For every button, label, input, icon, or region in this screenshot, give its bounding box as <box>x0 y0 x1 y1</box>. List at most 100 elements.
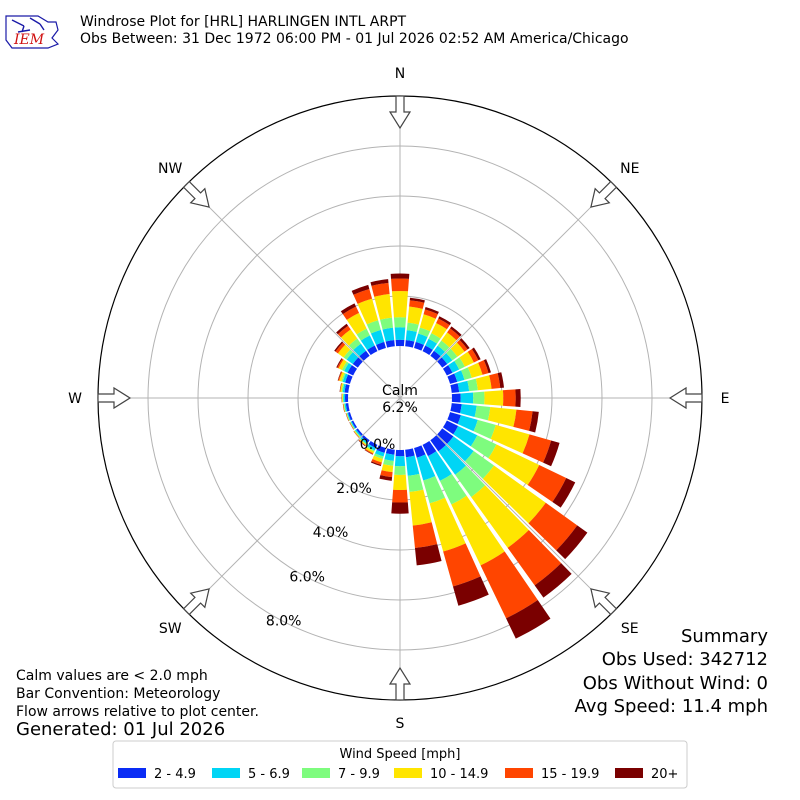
summary-obs-used: Obs Used: 342712 <box>602 649 768 670</box>
bar-segment-70-bin4 <box>467 362 483 378</box>
bar-segment-150-bin4 <box>451 495 505 566</box>
bar-segment-340-bin3 <box>366 320 381 334</box>
bar-segment-340-bin1 <box>376 341 386 351</box>
bar-segment-60-bin1 <box>442 365 453 376</box>
bar-segment-120-bin6 <box>552 478 576 508</box>
bar-segment-0-bin5 <box>391 278 409 292</box>
grid-spoke <box>186 397 401 612</box>
direction-label-nw: NW <box>158 161 182 177</box>
bar-segment-270-bin3 <box>342 393 344 403</box>
legend-title: Wind Speed [mph] <box>340 747 461 762</box>
iem-logo: IEM <box>5 15 60 49</box>
bar-segment-350-bin4 <box>374 294 392 320</box>
wind-bars <box>334 273 588 639</box>
flow-arrow-315 <box>182 180 210 208</box>
bar-segment-220-bin2 <box>360 437 369 444</box>
bar-segment-10-bin3 <box>406 322 419 332</box>
bar-segment-40-bin5 <box>447 328 460 341</box>
bar-segment-130-bin5 <box>528 502 578 551</box>
direction-label-sw: SW <box>159 621 182 637</box>
bar-segment-170-bin4 <box>409 489 432 526</box>
bar-segment-60-bin4 <box>459 351 474 367</box>
bar-segment-10-bin6 <box>409 297 425 303</box>
bar-segment-260-bin5 <box>343 403 345 413</box>
bar-segment-140-bin4 <box>471 485 529 548</box>
bar-segment-20-bin2 <box>415 333 428 345</box>
bar-segment-330-bin2 <box>360 335 375 350</box>
bar-segment-180-bin2 <box>394 456 406 467</box>
calm-value: 6.2% <box>382 400 418 416</box>
bar-segment-120-bin2 <box>453 425 478 447</box>
bar-segment-120-bin5 <box>527 465 567 502</box>
bar-segment-330-bin3 <box>356 328 370 341</box>
grid-spoke <box>186 184 401 399</box>
bar-segment-310-bin5 <box>335 342 346 354</box>
bar-segment-60-bin2 <box>448 360 460 373</box>
bar-segment-60-bin3 <box>454 357 465 370</box>
calm-label: Calm <box>382 383 418 399</box>
radial-tick-label: 0.0% <box>360 437 396 453</box>
bar-segment-160-bin4 <box>429 497 466 552</box>
bar-segment-0-bin1 <box>395 339 405 347</box>
bar-segment-140-bin2 <box>438 445 466 475</box>
bar-segment-200-bin3 <box>373 453 384 459</box>
bar-segment-250-bin3 <box>346 412 350 421</box>
bar-segment-20-bin5 <box>423 309 438 319</box>
bar-segment-200-bin6 <box>370 461 382 467</box>
bar-segment-290-bin3 <box>341 372 346 382</box>
bar-segment-200-bin1 <box>376 445 386 453</box>
bar-segment-190-bin4 <box>381 464 394 473</box>
summary-title: Summary <box>681 626 768 647</box>
bar-segment-280-bin5 <box>339 383 342 393</box>
legend-label-2: 5 - 6.9 <box>248 767 290 782</box>
legend-label-5: 15 - 19.9 <box>541 767 599 782</box>
bar-segment-150-bin5 <box>480 551 538 619</box>
bar-segment-330-bin4 <box>346 312 367 335</box>
bar-segment-40-bin4 <box>441 332 457 348</box>
bar-segment-150-bin2 <box>427 451 452 481</box>
radial-tick-label: 2.0% <box>336 481 372 497</box>
bar-segment-50-bin6 <box>459 338 470 350</box>
bar-segment-10-bin2 <box>405 330 417 342</box>
bar-segment-240-bin2 <box>350 421 356 429</box>
bar-segment-30-bin2 <box>425 338 438 350</box>
bar-segment-350-bin6 <box>370 279 389 286</box>
bar-segment-0-bin6 <box>390 273 410 279</box>
bar-segment-230-bin2 <box>355 429 362 437</box>
bar-segment-140-bin6 <box>534 563 572 598</box>
bar-segment-240-bin5 <box>349 422 354 430</box>
bar-segment-210-bin5 <box>364 448 374 455</box>
bar-segment-170-bin1 <box>405 448 415 458</box>
bar-segment-30-bin5 <box>436 318 450 330</box>
bar-segment-350-bin5 <box>371 282 390 297</box>
bar-segment-120-bin1 <box>442 420 459 435</box>
chart-title: Windrose Plot for [HRL] HARLINGEN INTL A… <box>80 14 407 30</box>
bar-segment-300-bin2 <box>344 363 352 373</box>
bar-segment-310-bin1 <box>352 357 363 368</box>
bar-segment-10-bin5 <box>409 300 425 309</box>
bar-segment-20-bin4 <box>419 314 436 332</box>
bar-segment-110-bin2 <box>457 415 478 432</box>
bar-segment-170-bin5 <box>412 522 438 548</box>
grid-spoke <box>399 184 614 399</box>
bar-segment-260-bin6 <box>342 403 345 413</box>
bar-segment-130-bin2 <box>447 436 474 462</box>
bar-segment-190-bin3 <box>383 459 394 466</box>
bar-segment-270-bin2 <box>343 393 346 403</box>
bar-segment-90-bin5 <box>502 389 516 407</box>
bar-segment-350-bin1 <box>385 340 395 348</box>
bar-segment-50-bin2 <box>441 352 453 365</box>
bar-segment-160-bin1 <box>414 445 426 458</box>
bar-segment-210-bin2 <box>367 444 376 451</box>
legend-swatch-2 <box>212 768 240 778</box>
bar-segment-30-bin3 <box>428 333 441 344</box>
bar-segment-230-bin4 <box>353 430 360 438</box>
bar-segment-220-bin5 <box>358 439 366 446</box>
bar-segment-290-bin5 <box>338 371 343 381</box>
chart-subtitle: Obs Between: 31 Dec 1972 06:00 PM - 01 J… <box>80 31 629 47</box>
bar-segment-280-bin3 <box>341 383 345 393</box>
bar-segment-80-bin2 <box>457 380 470 393</box>
bar-segment-330-bin6 <box>340 303 356 315</box>
bar-segment-250-bin4 <box>346 413 350 422</box>
bar-segment-210-bin1 <box>368 440 378 449</box>
